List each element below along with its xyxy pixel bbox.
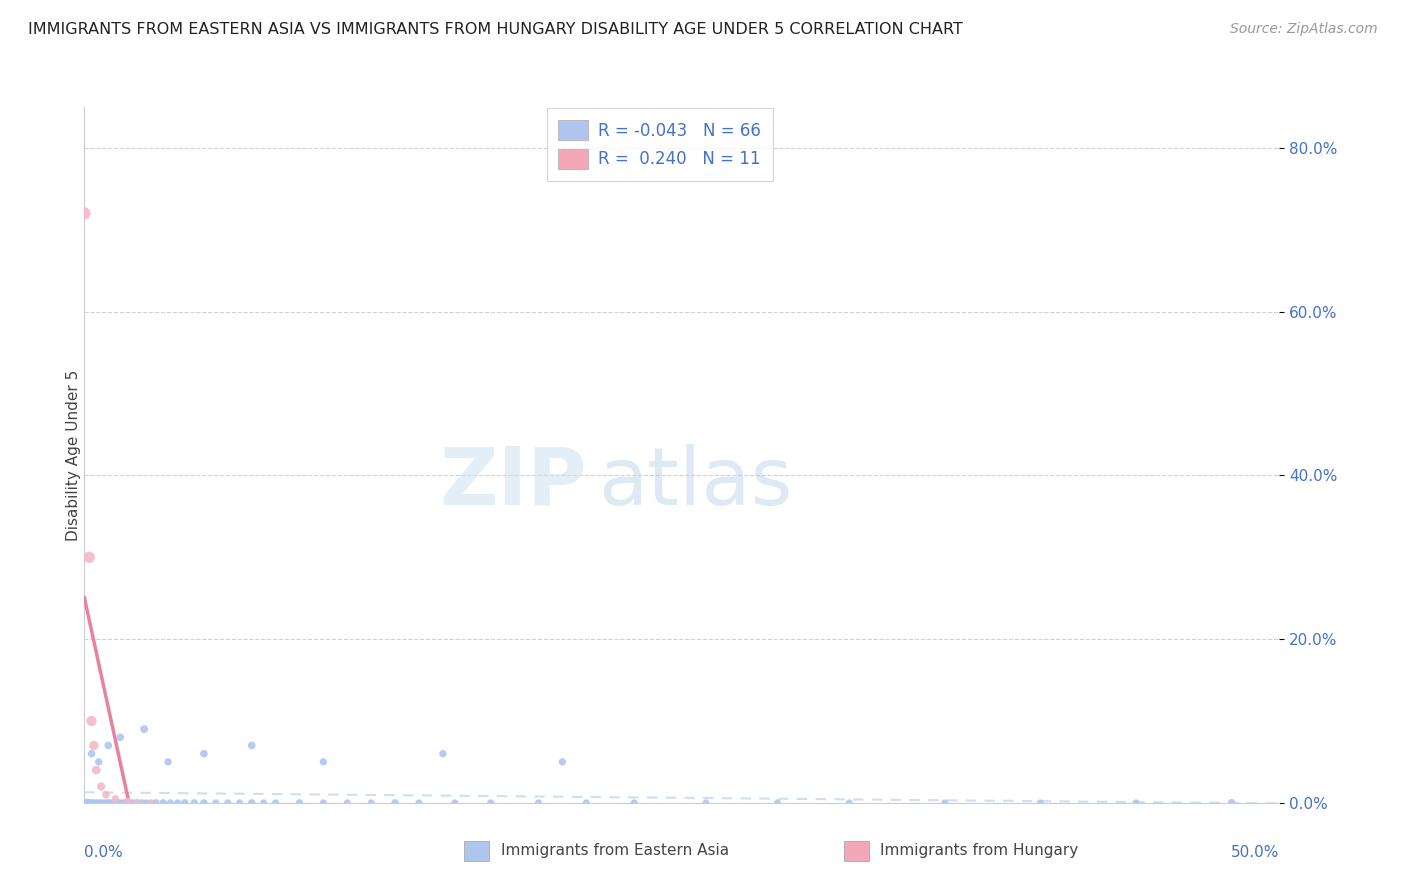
- Point: [152, 796, 174, 810]
- Point: [695, 796, 717, 810]
- Point: [93, 796, 115, 810]
- Point: [121, 796, 143, 810]
- Point: [117, 794, 139, 808]
- Point: [934, 796, 956, 810]
- Point: [408, 796, 430, 810]
- Point: [87, 755, 110, 769]
- Point: [240, 796, 263, 810]
- Text: 50.0%: 50.0%: [1232, 845, 1279, 860]
- Point: [479, 796, 502, 810]
- Point: [90, 796, 112, 810]
- Point: [84, 796, 107, 810]
- Point: [101, 796, 124, 810]
- Point: [107, 796, 129, 810]
- Point: [73, 206, 96, 220]
- Point: [312, 755, 335, 769]
- Point: [145, 796, 167, 810]
- Point: [166, 796, 188, 810]
- Point: [141, 796, 163, 810]
- Point: [838, 796, 860, 810]
- Point: [312, 796, 335, 810]
- Point: [104, 791, 127, 805]
- Point: [766, 796, 789, 810]
- Point: [135, 796, 157, 810]
- Point: [84, 763, 107, 777]
- Point: [132, 722, 156, 736]
- Point: [173, 796, 195, 810]
- Text: 0.0%: 0.0%: [84, 845, 124, 860]
- Point: [1125, 796, 1147, 810]
- Point: [80, 714, 103, 728]
- Text: atlas: atlas: [599, 443, 793, 522]
- Point: [240, 739, 263, 753]
- Point: [87, 796, 110, 810]
- Point: [183, 796, 205, 810]
- Point: [83, 796, 105, 810]
- Point: [157, 755, 180, 769]
- Point: [110, 731, 132, 745]
- Point: [217, 796, 239, 810]
- Point: [90, 780, 112, 794]
- Text: Immigrants from Hungary: Immigrants from Hungary: [880, 844, 1078, 858]
- Point: [623, 796, 645, 810]
- Point: [83, 739, 105, 753]
- Point: [114, 796, 136, 810]
- Point: [80, 796, 103, 810]
- Point: [117, 796, 139, 810]
- Point: [77, 550, 100, 565]
- Point: [97, 739, 120, 753]
- Point: [159, 796, 181, 810]
- Point: [94, 796, 117, 810]
- Point: [94, 788, 117, 802]
- Point: [141, 796, 163, 810]
- Point: [551, 755, 574, 769]
- Point: [444, 796, 467, 810]
- Y-axis label: Disability Age Under 5: Disability Age Under 5: [66, 369, 80, 541]
- Legend: R = -0.043   N = 66, R =  0.240   N = 11: R = -0.043 N = 66, R = 0.240 N = 11: [547, 109, 773, 181]
- Point: [118, 796, 141, 810]
- Text: ZIP: ZIP: [439, 443, 586, 522]
- Point: [125, 795, 148, 809]
- Point: [80, 747, 103, 761]
- Point: [76, 796, 98, 810]
- Point: [288, 796, 311, 810]
- Point: [193, 747, 215, 761]
- Point: [432, 747, 454, 761]
- Text: IMMIGRANTS FROM EASTERN ASIA VS IMMIGRANTS FROM HUNGARY DISABILITY AGE UNDER 5 C: IMMIGRANTS FROM EASTERN ASIA VS IMMIGRAN…: [28, 22, 963, 37]
- Text: Immigrants from Eastern Asia: Immigrants from Eastern Asia: [501, 844, 728, 858]
- Point: [110, 796, 132, 810]
- Point: [97, 796, 120, 810]
- Point: [77, 796, 100, 810]
- Point: [264, 796, 287, 810]
- Point: [527, 796, 550, 810]
- Point: [253, 796, 276, 810]
- Point: [104, 796, 127, 810]
- Point: [125, 796, 148, 810]
- Point: [205, 796, 228, 810]
- Point: [575, 796, 598, 810]
- Point: [100, 796, 122, 810]
- Point: [228, 796, 252, 810]
- Point: [360, 796, 382, 810]
- Point: [384, 796, 406, 810]
- Point: [111, 796, 134, 810]
- Point: [193, 796, 215, 810]
- Point: [131, 796, 153, 810]
- Text: Source: ZipAtlas.com: Source: ZipAtlas.com: [1230, 22, 1378, 37]
- Point: [1029, 796, 1052, 810]
- Point: [336, 796, 359, 810]
- Point: [1220, 796, 1243, 810]
